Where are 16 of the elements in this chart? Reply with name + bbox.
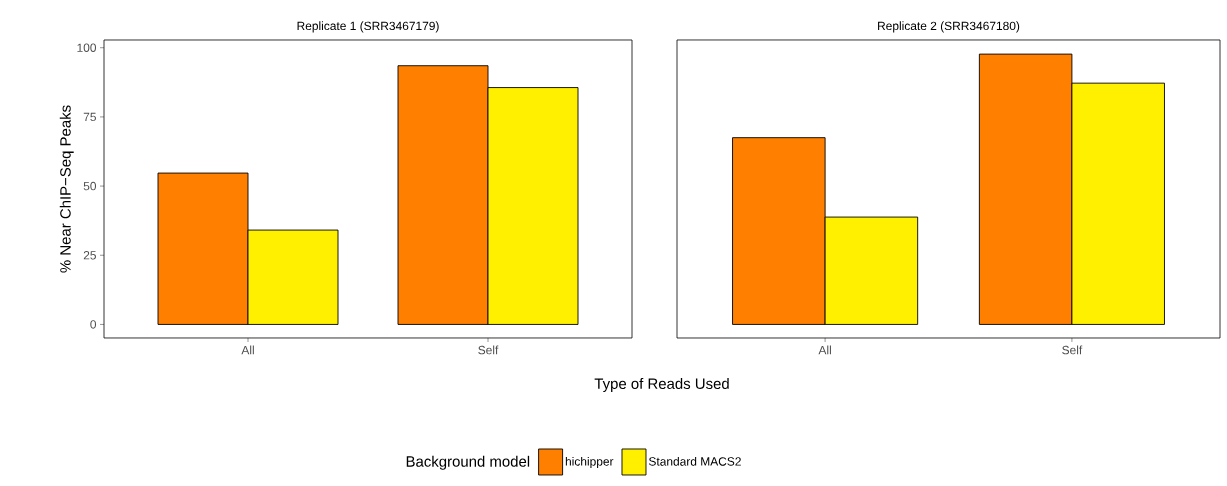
y-axis-title: % Near ChIP−Seq Peaks bbox=[59, 105, 74, 273]
y-tick-label: 75 bbox=[83, 112, 96, 122]
y-tick-label: 100 bbox=[77, 43, 97, 52]
y-tick-label: 50 bbox=[83, 181, 97, 191]
chart-title: Replicate 1 (SRR3467179) bbox=[297, 21, 439, 33]
x-tick-label: All bbox=[241, 345, 254, 355]
x-tick-label: All bbox=[818, 345, 831, 355]
x-tick-label: Self bbox=[478, 345, 499, 355]
x-axis-title: Type of Reads Used bbox=[594, 378, 729, 392]
legend-label: Standard MACS2 bbox=[648, 456, 741, 466]
chart-title: Replicate 2 (SRR3467180) bbox=[878, 21, 1020, 33]
legend-title: Background model bbox=[406, 455, 530, 470]
x-tick-label: Self bbox=[1062, 345, 1083, 355]
y-tick-label: 25 bbox=[83, 251, 96, 260]
y-tick-label: 0 bbox=[90, 320, 97, 329]
legend-label: hichipper bbox=[565, 456, 614, 469]
